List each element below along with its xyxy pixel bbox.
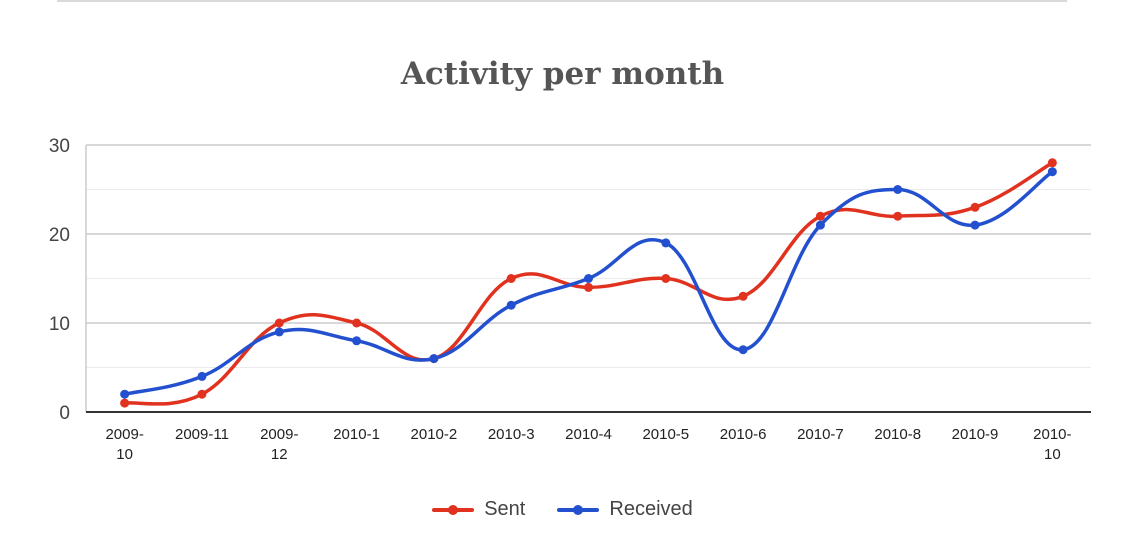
data-point-received (120, 389, 130, 399)
data-point-sent (738, 291, 748, 301)
gridlines (86, 144, 1091, 368)
x-tick-label: 2010-4 (565, 426, 612, 443)
data-point-sent (120, 398, 130, 408)
axes (85, 145, 1091, 413)
legend: Sent Received (0, 498, 1125, 521)
y-tick-label: 10 (49, 314, 70, 335)
data-point-received (893, 185, 903, 194)
x-tick-label: 2010-1 (333, 426, 380, 443)
x-tick-label: 2010-3 (488, 426, 535, 443)
data-point-received (738, 345, 748, 355)
data-point-received (815, 220, 825, 230)
x-tick-label: 2010-10 (1033, 426, 1071, 463)
x-tick-label: 2010-8 (874, 426, 921, 443)
x-tick-label: 2009-10 (105, 426, 143, 463)
data-point-received (506, 300, 516, 310)
data-points (120, 158, 1057, 408)
data-point-sent (197, 389, 207, 399)
x-tick-label: 2010-5 (642, 426, 689, 443)
top-frame-border (57, 0, 1067, 2)
x-tick-label: 2009-12 (260, 426, 298, 463)
data-point-received (1047, 167, 1057, 177)
legend-item-sent[interactable]: Sent (432, 498, 525, 521)
data-point-sent (970, 202, 980, 212)
data-point-received (970, 220, 980, 230)
x-tick-label: 2010-7 (797, 426, 844, 443)
data-point-sent (274, 318, 284, 328)
x-tick-label: 2010-6 (720, 426, 767, 443)
data-point-sent (352, 318, 362, 328)
legend-item-received[interactable]: Received (557, 498, 693, 521)
x-tick-label: 2009-11 (175, 426, 229, 443)
data-point-sent (506, 274, 516, 283)
data-point-sent (815, 211, 825, 221)
data-point-received (352, 336, 362, 346)
y-tick-label: 0 (59, 403, 70, 424)
chart-title: Activity per month (400, 56, 725, 92)
legend-label-sent: Sent (484, 498, 526, 520)
legend-label-received: Received (609, 498, 693, 520)
legend-swatch-sent (432, 504, 475, 515)
legend-swatch-received (557, 504, 600, 515)
data-point-received (584, 274, 593, 283)
y-tick-label: 30 (49, 136, 70, 157)
data-point-received (274, 327, 284, 337)
data-point-received (429, 354, 439, 364)
tick-labels: 0 10 20 30 2009-10 2009-11 2009-12 2010-1 2010-2… (49, 136, 1072, 463)
x-tick-label: 2010-2 (411, 426, 458, 443)
data-point-sent (584, 282, 593, 292)
y-tick-label: 20 (49, 225, 70, 246)
data-point-received (661, 238, 671, 248)
data-point-sent (661, 274, 671, 283)
x-tick-label: 2010-9 (952, 426, 999, 443)
data-point-sent (893, 211, 903, 221)
data-point-received (197, 371, 207, 381)
data-point-sent (1047, 158, 1057, 168)
